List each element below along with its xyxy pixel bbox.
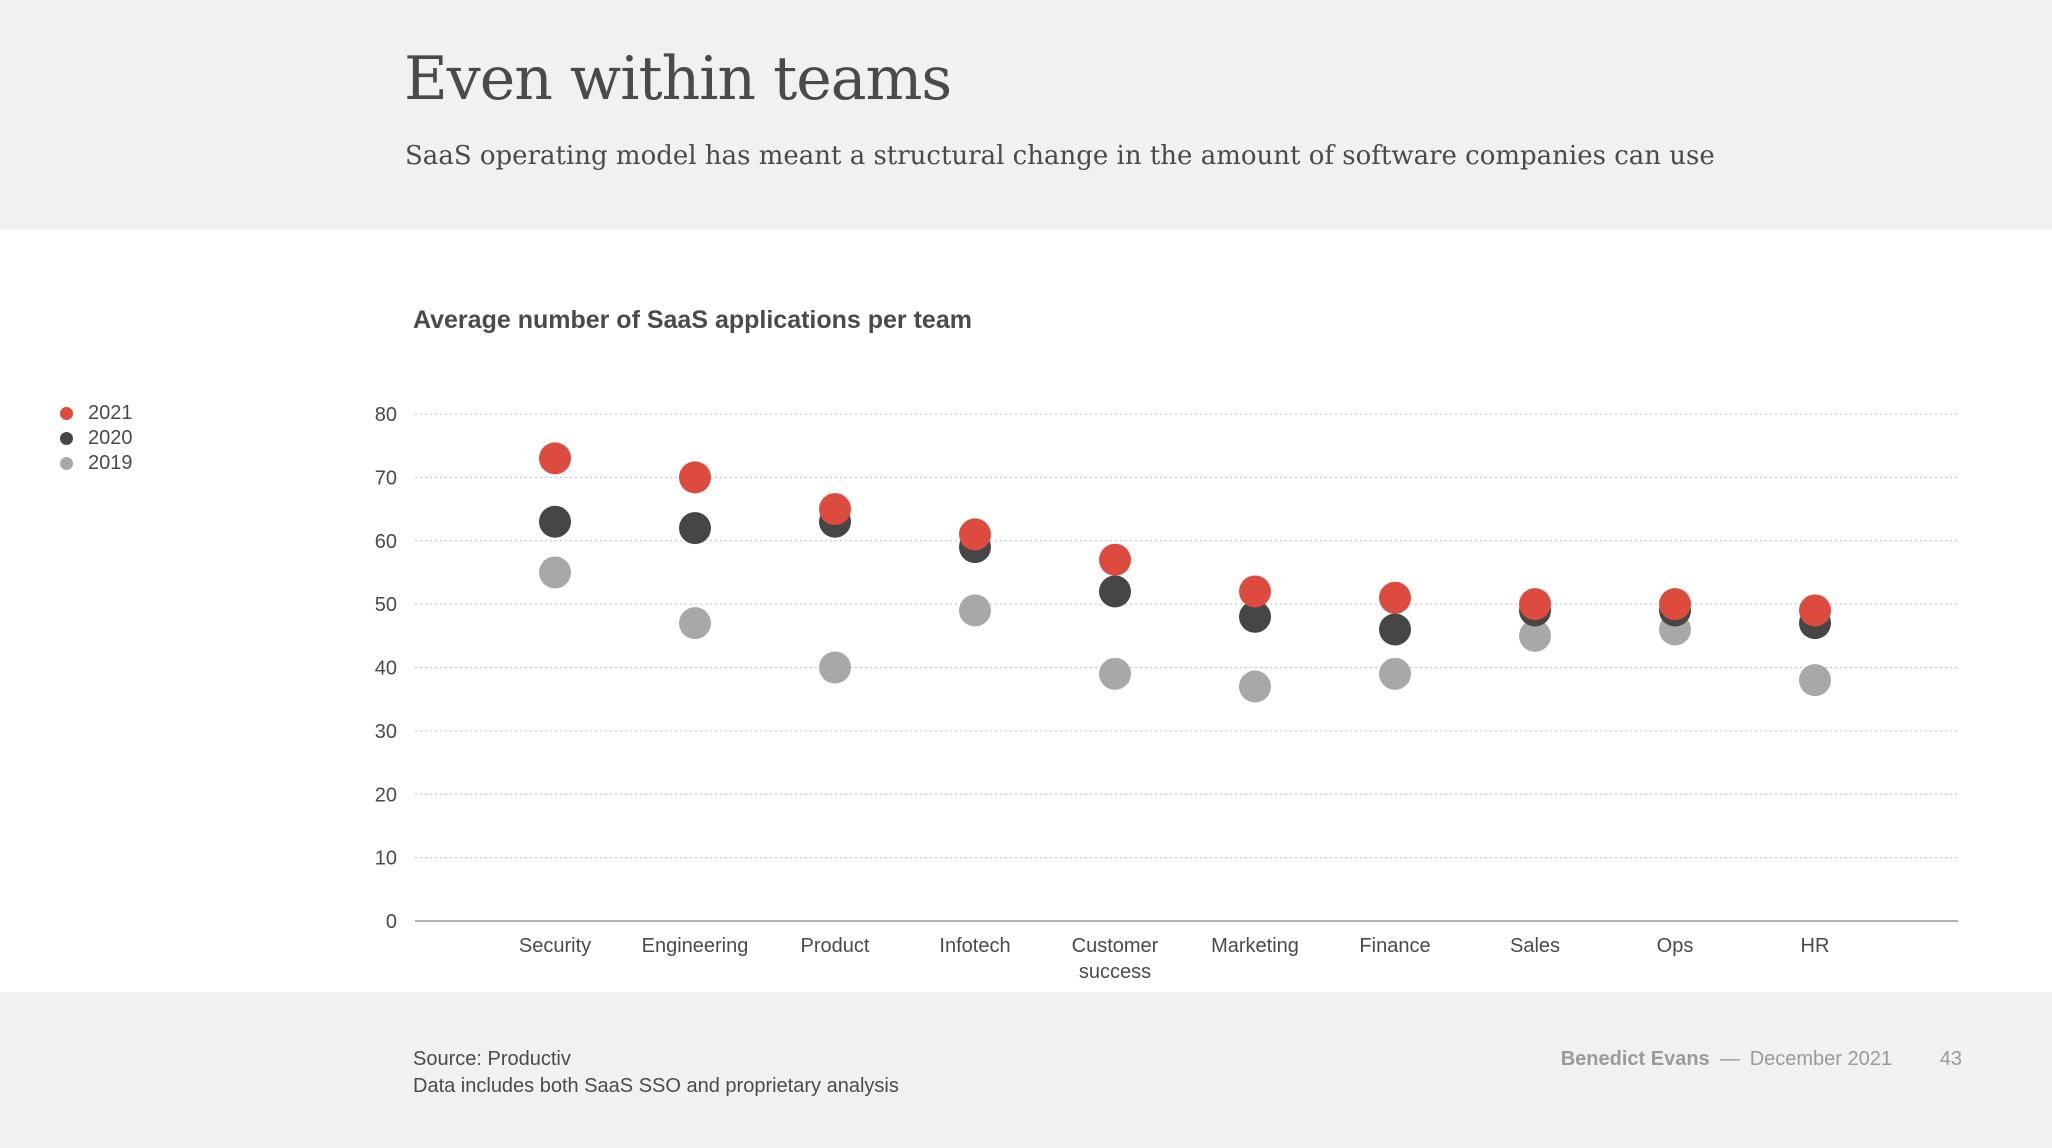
point-2021-infotech	[959, 518, 991, 550]
point-2021-customer-success	[1099, 544, 1131, 576]
y-tick-label-20: 20	[375, 784, 397, 806]
point-2019-finance	[1379, 658, 1411, 690]
y-tick-label-80: 80	[375, 404, 397, 426]
x-tick-label-0: Security	[519, 935, 591, 957]
x-tick-label-6: Finance	[1359, 935, 1430, 957]
x-tick-label-1: Engineering	[642, 935, 749, 957]
y-tick-label-30: 30	[375, 721, 397, 743]
point-2021-engineering	[679, 461, 711, 493]
y-tick-label-70: 70	[375, 467, 397, 489]
point-2019-marketing	[1239, 671, 1271, 703]
credit-date: December 2021	[1750, 1048, 1892, 1070]
point-2020-finance	[1379, 613, 1411, 645]
page-number: 43	[1940, 1048, 1962, 1071]
author-name: Benedict Evans	[1561, 1048, 1710, 1070]
source-line-1: Source: Productiv	[413, 1046, 899, 1073]
y-tick-label-10: 10	[375, 848, 397, 870]
credit: Benedict Evans — December 2021	[1561, 1048, 1892, 1071]
y-tick-label-0: 0	[386, 911, 397, 933]
point-2020-customer-success	[1099, 575, 1131, 607]
point-2019-infotech	[959, 594, 991, 626]
point-2019-hr	[1799, 664, 1831, 696]
point-2021-hr	[1799, 594, 1831, 626]
x-tick-label-5: Marketing	[1211, 935, 1299, 957]
y-tick-label-60: 60	[375, 531, 397, 553]
x-tick-label-2: Product	[801, 935, 870, 957]
point-2021-ops	[1659, 588, 1691, 620]
point-2019-product	[819, 652, 851, 684]
x-tick-label-7: Sales	[1510, 935, 1560, 957]
y-tick-label-50: 50	[375, 594, 397, 616]
point-2021-product	[819, 493, 851, 525]
point-2021-sales	[1519, 588, 1551, 620]
x-tick-label-3: Infotech	[939, 935, 1010, 957]
point-2019-security	[539, 556, 571, 588]
point-2020-security	[539, 506, 571, 538]
point-2019-engineering	[679, 607, 711, 639]
credit-separator: —	[1720, 1048, 1740, 1070]
source-note: Source: Productiv Data includes both Saa…	[413, 1046, 899, 1100]
point-2021-marketing	[1239, 575, 1271, 607]
y-tick-label-40: 40	[375, 658, 397, 680]
point-2020-engineering	[679, 512, 711, 544]
scatter-chart: 0 10 20 30 40 50 60 70 80 Security Engineering Prod…	[0, 0, 2052, 992]
x-tick-label-4-line-1: success	[1079, 961, 1151, 983]
x-tick-label-9: HR	[1801, 935, 1830, 957]
point-2019-customer-success	[1099, 658, 1131, 690]
point-2021-security	[539, 442, 571, 474]
x-tick-label-8: Ops	[1657, 935, 1694, 957]
x-tick-label-4-line-0: Customer	[1072, 935, 1159, 957]
source-line-2: Data includes both SaaS SSO and propriet…	[413, 1073, 899, 1100]
point-2021-finance	[1379, 582, 1411, 614]
